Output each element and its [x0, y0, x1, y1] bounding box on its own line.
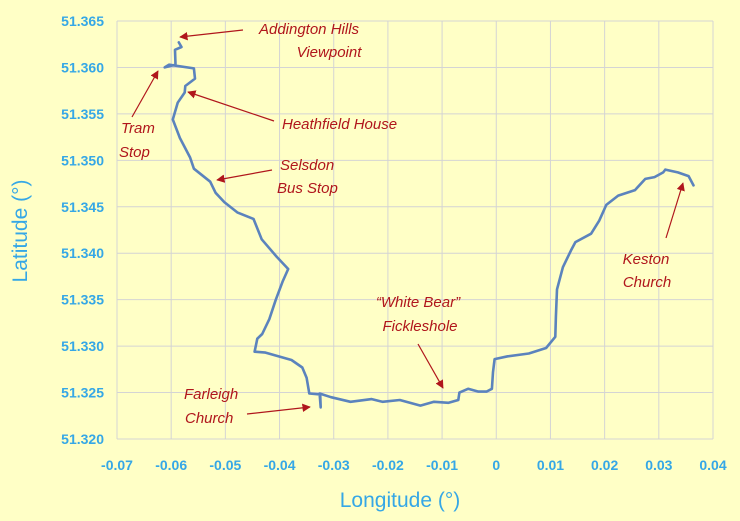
y-tick-label: 51.325 — [61, 385, 104, 401]
x-tick-label: 0 — [492, 457, 500, 473]
y-tick-label: 51.350 — [61, 152, 104, 168]
annotation-label: Viewpoint — [297, 44, 363, 61]
x-tick-label: -0.05 — [209, 457, 241, 473]
annotation-arrow — [417, 343, 444, 389]
x-tick-label: -0.01 — [426, 457, 458, 473]
annotation-arrow — [665, 182, 685, 239]
x-tick-label: 0.02 — [591, 457, 618, 473]
x-tick-label: 0.03 — [645, 457, 672, 473]
annotation-arrow — [179, 29, 244, 41]
y-tick-label: 51.320 — [61, 431, 104, 447]
y-axis-title: Latitude (°) — [9, 180, 32, 283]
annotation-white-bear-fickleshole: “White Bear” Fickleshole — [376, 294, 461, 389]
annotation-farleigh-church: Farleigh Church — [184, 386, 311, 427]
plot-area — [117, 21, 713, 439]
annotation-arrow — [246, 403, 311, 415]
vertical-gridlines — [116, 21, 714, 439]
route-line — [163, 41, 695, 409]
annotation-addington-hills: Addington Hills Viewpoint — [179, 21, 363, 61]
annotation-arrow — [187, 90, 275, 122]
route-series — [163, 41, 695, 409]
annotation-label: Fickleshole — [382, 318, 457, 335]
y-tick-label: 51.340 — [61, 245, 104, 261]
annotation-label: Church — [623, 274, 671, 291]
x-tick-label: 0.04 — [699, 457, 726, 473]
y-tick-label: 51.345 — [61, 199, 104, 215]
annotation-label: Keston — [623, 251, 670, 268]
x-axis-ticks: -0.07 -0.06 -0.05 -0.04 -0.03 -0.02 -0.01 0 0.01… — [101, 457, 727, 473]
annotation-arrow — [131, 70, 159, 118]
y-axis-ticks: 51.320 51.325 51.330 51.335 51.340 51.345 51.3… — [61, 13, 104, 447]
y-tick-label: 51.360 — [61, 59, 104, 75]
annotation-selsdon-bus-stop: Selsdon Bus Stop — [216, 157, 338, 197]
y-tick-label: 51.335 — [61, 292, 104, 308]
annotation-label: Tram — [121, 120, 155, 137]
annotation-label: “White Bear” — [376, 294, 461, 311]
annotation-label: Stop — [119, 144, 150, 161]
x-tick-label: 0.01 — [537, 457, 564, 473]
x-tick-label: -0.06 — [155, 457, 187, 473]
horizontal-gridlines — [117, 20, 713, 440]
annotation-label: Church — [185, 410, 233, 427]
x-tick-label: -0.02 — [372, 457, 404, 473]
y-tick-label: 51.365 — [61, 13, 104, 29]
annotation-tram-stop: Tram Stop — [119, 70, 159, 161]
y-tick-label: 51.355 — [61, 106, 104, 122]
annotation-label: Farleigh — [184, 386, 238, 403]
x-tick-label: -0.07 — [101, 457, 133, 473]
annotation-heathfield-house: Heathfield House — [187, 90, 397, 133]
annotation-label: Selsdon — [280, 157, 334, 174]
annotation-arrow — [216, 169, 273, 183]
annotation-label: Addington Hills — [258, 21, 360, 38]
annotation-label: Bus Stop — [277, 180, 338, 197]
x-tick-label: -0.04 — [264, 457, 296, 473]
annotation-label: Heathfield House — [282, 116, 397, 133]
x-axis-title: Longitude (°) — [340, 489, 460, 512]
annotation-keston-church: Keston Church — [623, 182, 685, 291]
x-tick-label: -0.03 — [318, 457, 350, 473]
y-tick-label: 51.330 — [61, 338, 104, 354]
